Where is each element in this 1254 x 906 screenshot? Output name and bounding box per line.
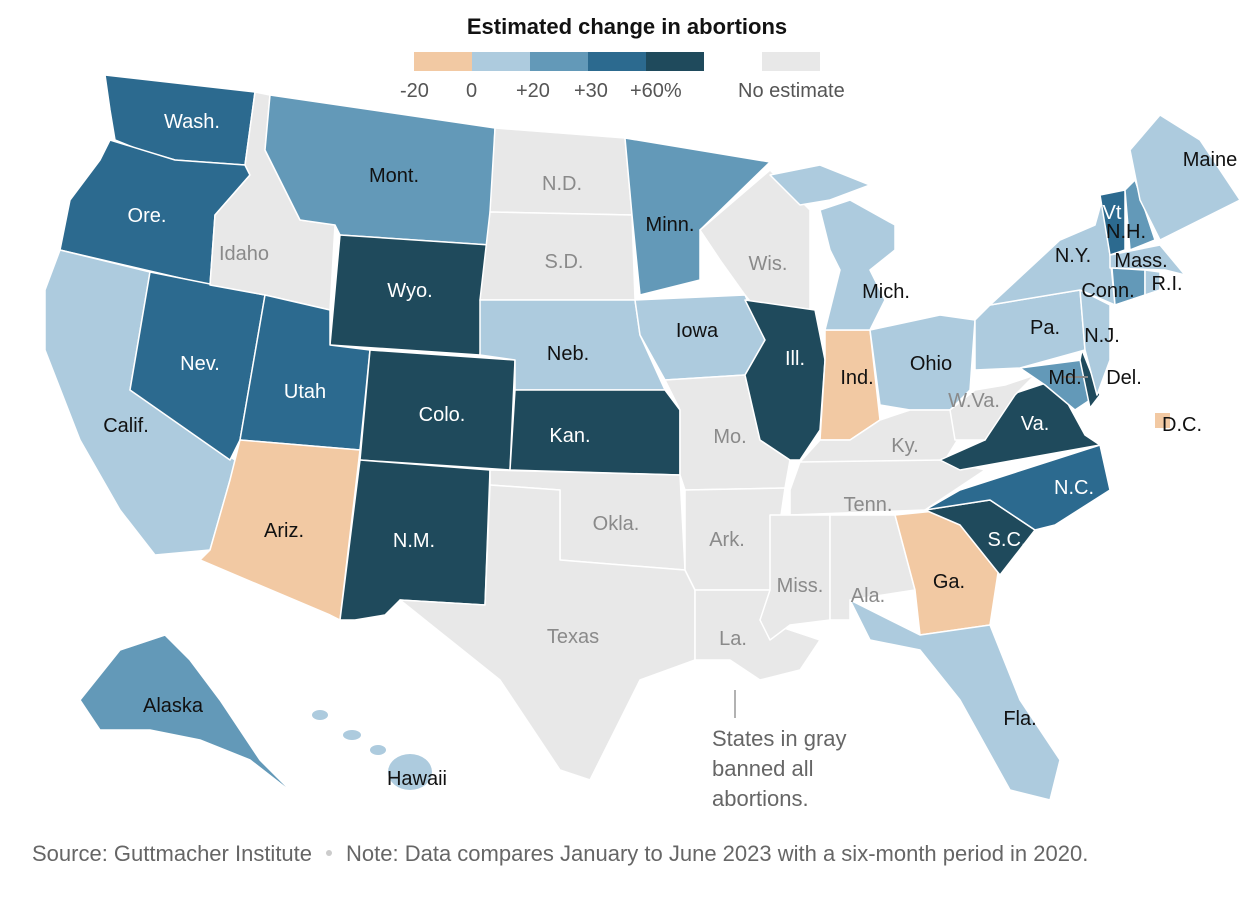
annotation-line-3: abortions.	[712, 786, 809, 811]
state-vt	[1099, 189, 1126, 256]
state-label-fl: Fla.	[1003, 708, 1036, 730]
legend-tick: +60%	[630, 80, 682, 102]
state-label-dc: D.C.	[1162, 414, 1202, 436]
state-label-nv: Nev.	[180, 353, 220, 375]
legend-tick: +20	[516, 80, 550, 102]
state-label-me: Maine	[1183, 149, 1237, 171]
state-label-ct: Conn.	[1081, 280, 1134, 302]
state-label-az: Ariz.	[264, 520, 304, 542]
source-text: Source: Guttmacher Institute	[32, 841, 313, 866]
state-label-tn: Tenn.	[844, 494, 893, 516]
state-label-pa: Pa.	[1030, 317, 1060, 339]
state-label-va: Va.	[1021, 413, 1050, 435]
state-label-mo: Mo.	[713, 426, 746, 448]
legend-tick: +30	[574, 80, 608, 102]
state-nc	[924, 444, 1111, 531]
state-label-ga: Ga.	[933, 571, 965, 593]
state-label-mn: Minn.	[646, 214, 695, 236]
state-label-ar: Ark.	[709, 529, 745, 551]
footer: Source: Guttmacher Institute Note: Data c…	[32, 838, 1212, 870]
state-label-al: Ala.	[851, 585, 885, 607]
state-label-il: Ill.	[785, 348, 805, 370]
state-label-nm: N.M.	[393, 530, 435, 552]
state-label-in: Ind.	[840, 367, 873, 389]
separator-dot	[326, 850, 333, 857]
state-mi	[819, 199, 896, 331]
state-fl	[849, 599, 1061, 801]
state-hi	[312, 710, 328, 720]
state-label-ne: Neb.	[547, 343, 589, 365]
state-label-nd: N.D.	[542, 173, 582, 195]
state-il	[744, 299, 826, 461]
state-label-wi: Wis.	[749, 253, 788, 275]
state-mn	[624, 137, 771, 296]
state-hi	[388, 754, 432, 790]
state-label-md: Md.	[1048, 367, 1081, 389]
state-label-ny: N.Y.	[1055, 245, 1091, 267]
state-label-sc: S.C.	[988, 529, 1027, 551]
gray-states-annotation: States in gray banned all abortions.	[712, 724, 847, 814]
state-label-wv: W.Va.	[948, 390, 1000, 412]
state-label-ma: Mass.	[1114, 250, 1167, 272]
state-label-ak: Alaska	[143, 695, 204, 717]
state-label-or: Ore.	[128, 205, 167, 227]
state-label-ky: Ky.	[891, 435, 918, 457]
state-label-nc: N.C.	[1054, 477, 1094, 499]
state-label-wy: Wyo.	[387, 280, 432, 302]
state-hi	[343, 730, 361, 740]
state-label-wa: Wash.	[164, 111, 220, 133]
state-label-vt: Vt	[1103, 202, 1122, 224]
note-text: Note: Data compares January to June 2023…	[346, 841, 1089, 866]
dc-swatch	[1155, 413, 1170, 428]
map-title: Estimated change in abortions	[466, 14, 788, 39]
state-mi	[769, 164, 871, 206]
legend-swatch-neg	[414, 52, 472, 71]
state-wv	[949, 374, 1036, 441]
legend-tick: -20	[400, 80, 429, 102]
legend-swatch-20	[530, 52, 588, 71]
state-label-de: Del.	[1106, 367, 1142, 389]
state-ks	[509, 389, 681, 476]
annotation-line-2: banned all	[712, 756, 814, 781]
state-oh	[869, 314, 976, 411]
state-label-oh: Ohio	[910, 353, 952, 375]
state-label-ks: Kan.	[549, 425, 590, 447]
legend-swatch-no-estimate	[762, 52, 820, 71]
annotation-line-1: States in gray	[712, 726, 847, 751]
state-label-mi: Mich.	[862, 281, 910, 303]
state-label-ri: R.I.	[1151, 273, 1182, 295]
state-label-sd: S.D.	[545, 251, 584, 273]
state-label-ut: Utah	[284, 381, 326, 403]
state-me	[1129, 114, 1241, 241]
state-label-mt: Mont.	[369, 165, 419, 187]
state-md	[1019, 359, 1091, 411]
state-label-nh: N.H.	[1106, 221, 1146, 243]
state-ak	[79, 634, 296, 796]
legend-no-estimate-label: No estimate	[738, 80, 845, 102]
state-label-tx: Texas	[547, 626, 599, 648]
state-nd	[489, 127, 633, 216]
state-label-id: Idaho	[219, 243, 269, 265]
state-label-hi: Hawaii	[387, 768, 447, 790]
state-hi	[370, 745, 386, 755]
state-label-ia: Iowa	[676, 320, 719, 342]
state-label-ca: Calif.	[103, 415, 149, 437]
state-label-ok: Okla.	[593, 513, 640, 535]
state-nh	[1124, 179, 1156, 251]
state-label-ms: Miss.	[777, 575, 824, 597]
state-label-nj: N.J.	[1084, 325, 1120, 347]
state-label-la: La.	[719, 628, 747, 650]
legend-swatch-30	[588, 52, 646, 71]
legend-swatch-0	[472, 52, 530, 71]
legend-swatch-60	[646, 52, 704, 71]
legend-tick: 0	[466, 80, 478, 102]
state-nj	[1079, 289, 1111, 396]
state-az	[199, 439, 361, 621]
state-label-co: Colo.	[419, 404, 466, 426]
state-ma	[1109, 244, 1186, 276]
state-ri	[1144, 269, 1161, 296]
